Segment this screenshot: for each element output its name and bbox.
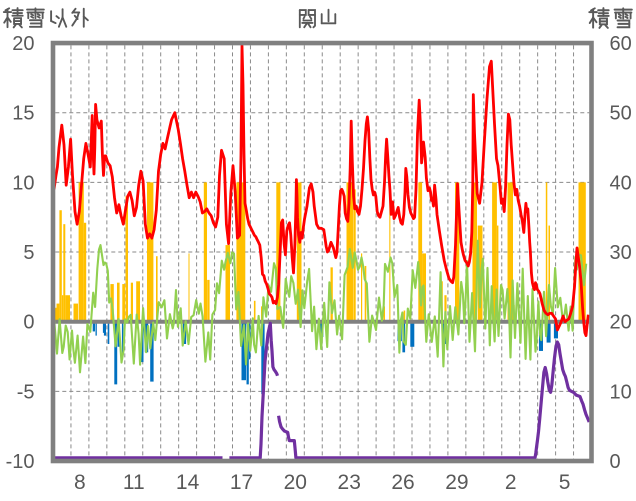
svg-text:20: 20 xyxy=(12,33,34,55)
svg-text:29: 29 xyxy=(445,471,468,494)
svg-text:5: 5 xyxy=(23,242,34,264)
svg-text:10: 10 xyxy=(610,381,632,403)
svg-text:60: 60 xyxy=(610,33,632,55)
svg-text:17: 17 xyxy=(230,471,253,494)
svg-text:50: 50 xyxy=(610,103,632,125)
svg-text:2: 2 xyxy=(505,471,517,494)
svg-text:5: 5 xyxy=(559,471,571,494)
svg-text:-10: -10 xyxy=(6,451,35,473)
svg-text:20: 20 xyxy=(284,471,307,494)
svg-text:10: 10 xyxy=(12,172,34,194)
svg-text:40: 40 xyxy=(610,172,632,194)
svg-text:11: 11 xyxy=(123,471,145,494)
svg-text:0: 0 xyxy=(610,451,621,473)
svg-text:0: 0 xyxy=(23,312,34,334)
svg-text:14: 14 xyxy=(176,471,200,494)
svg-text:26: 26 xyxy=(391,471,414,494)
svg-text:15: 15 xyxy=(12,103,34,125)
svg-text:30: 30 xyxy=(610,242,632,264)
svg-text:23: 23 xyxy=(338,471,361,494)
svg-text:20: 20 xyxy=(610,312,632,334)
svg-text:-5: -5 xyxy=(17,381,35,403)
svg-text:8: 8 xyxy=(74,471,86,494)
